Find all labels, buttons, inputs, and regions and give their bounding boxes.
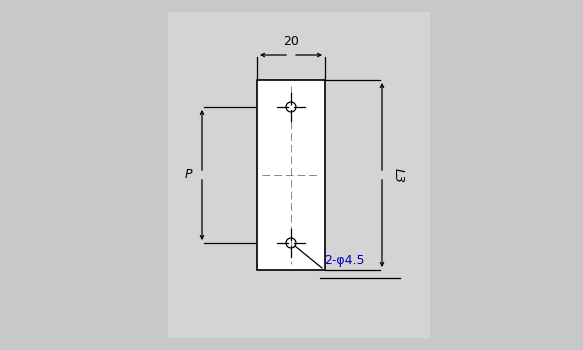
- Text: 2-φ4.5: 2-φ4.5: [324, 254, 364, 267]
- Bar: [257, 80, 325, 270]
- Text: L3: L3: [392, 168, 405, 182]
- Text: P: P: [184, 168, 192, 182]
- Bar: [168, 12, 430, 338]
- Text: 20: 20: [283, 35, 299, 48]
